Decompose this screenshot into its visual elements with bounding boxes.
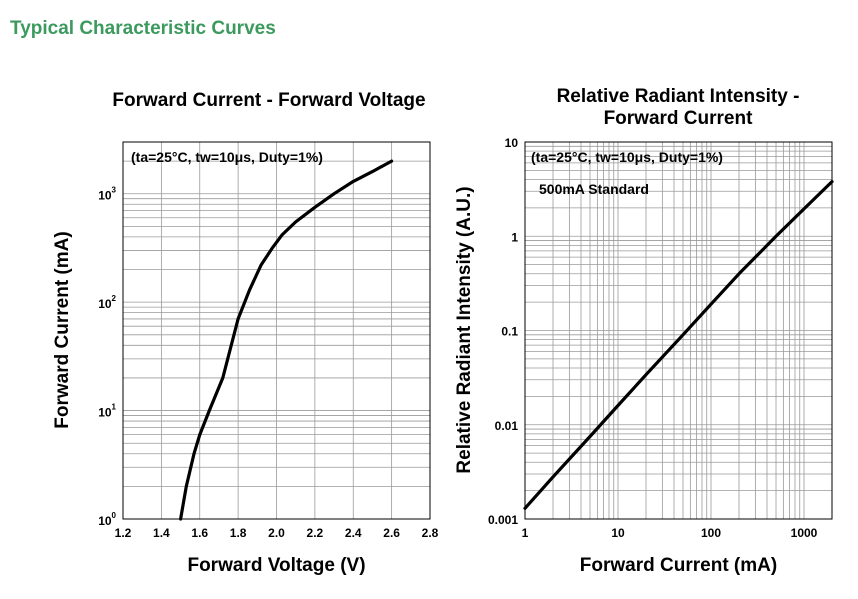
x-tick-label: 10	[611, 526, 625, 540]
y-tick-label: 102	[98, 294, 116, 311]
annotation-conditions: (ta=25°C, tw=10μs, Duty=1%)	[131, 149, 323, 165]
x-tick-label: 2.4	[345, 526, 362, 540]
x-tick-label: 2.2	[307, 526, 324, 540]
annotation-standard: 500mA Standard	[539, 181, 649, 197]
plot-frame	[524, 141, 833, 520]
series-line	[523, 180, 834, 510]
y-tick-label: 0.001	[488, 513, 518, 527]
y-tick-label: 101	[98, 403, 116, 420]
chart-1-group: 1.2 1.4 1.6 1.8 2.0 2.2 2.4 2.6 2.8 100 101 102 103 F…	[52, 90, 439, 576]
x-tick-label: 1.2	[115, 526, 132, 540]
x-tick-label: 1000	[791, 526, 818, 540]
series-line	[179, 159, 394, 521]
annotation-conditions: (ta=25°C, tw=10μs, Duty=1%)	[531, 149, 723, 165]
x-tick-label: 1.4	[153, 526, 170, 540]
x-tick-label: 2.8	[422, 526, 439, 540]
x-tick-label: 2.0	[268, 526, 285, 540]
y-axis-label: Relative Radiant Intensity (A.U.)	[454, 186, 475, 473]
chart-title: Forward Current - Forward Voltage	[112, 90, 425, 111]
y-tick-label: 103	[98, 186, 116, 203]
chart-2-group: 1 10 100 1000 0.001 0.01 0.1 1 10 Relative Radian…	[454, 86, 834, 576]
y-tick-label: 1	[511, 230, 518, 244]
x-tick-label: 1.8	[230, 526, 247, 540]
page-title: Typical Characteristic Curves	[10, 18, 276, 39]
y-tick-label: 100	[98, 511, 116, 528]
chart-title-line-1: Relative Radiant Intensity -	[557, 86, 800, 107]
y-tick-label: 10	[505, 136, 519, 150]
plot-frame	[122, 141, 431, 520]
x-tick-label: 1	[522, 526, 529, 540]
x-axis-label: Forward Voltage (V)	[187, 555, 365, 576]
y-tick-label: 0.1	[501, 325, 518, 339]
y-axis-label: Forward Current (mA)	[52, 231, 73, 428]
x-tick-label: 2.6	[383, 526, 400, 540]
y-tick-label: 0.01	[495, 419, 519, 433]
x-tick-label: 100	[701, 526, 721, 540]
x-tick-label: 1.6	[191, 526, 208, 540]
chart-title-line-2: Forward Current	[604, 108, 754, 129]
x-axis-label: Forward Current (mA)	[580, 555, 777, 576]
